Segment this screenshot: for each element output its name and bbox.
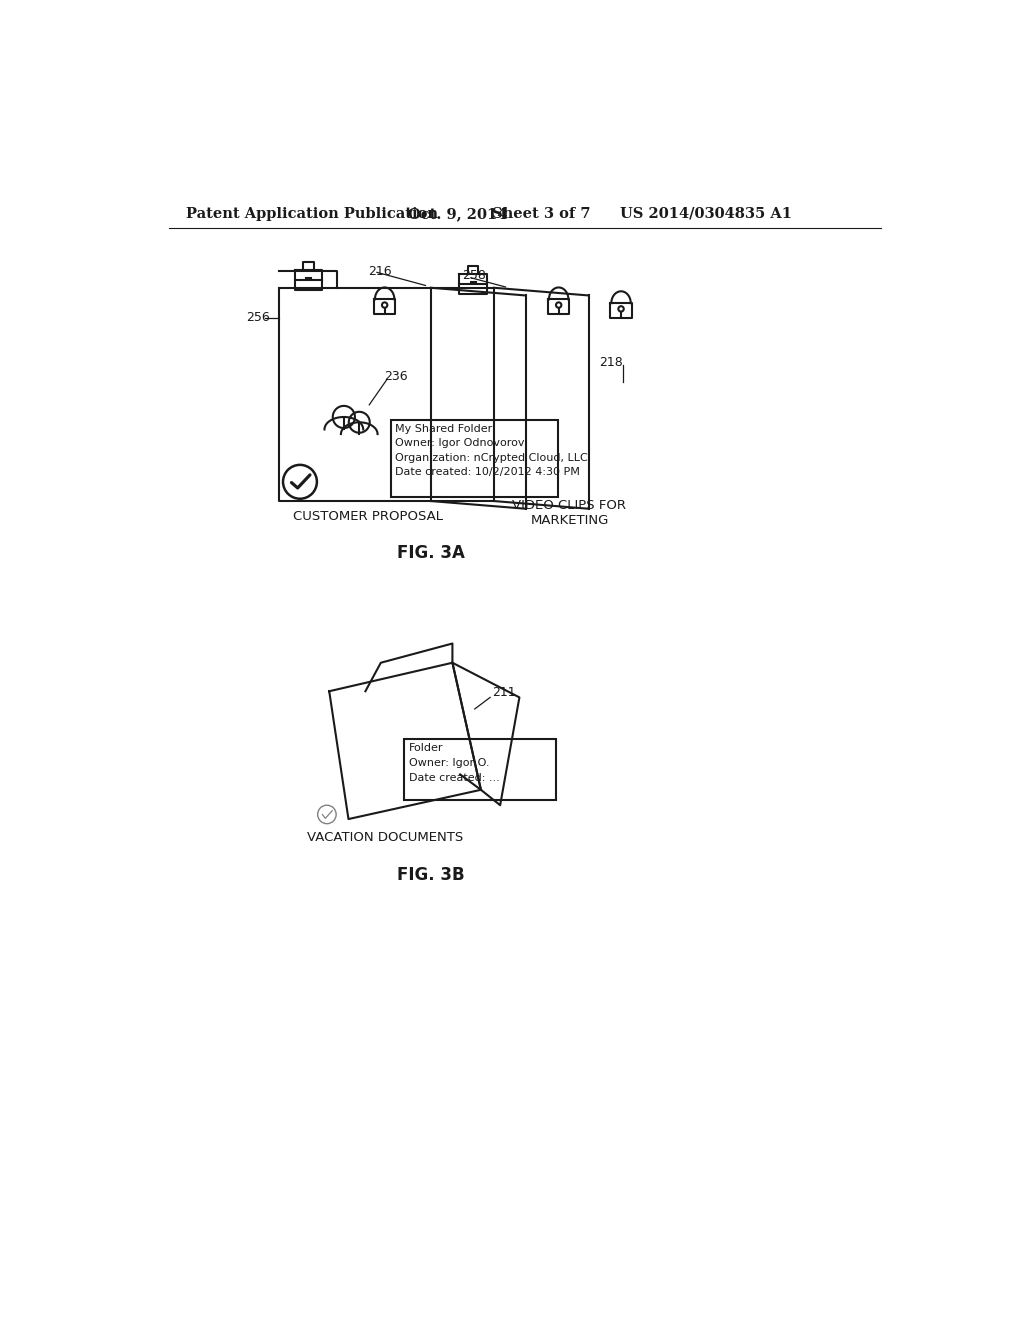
- FancyBboxPatch shape: [391, 420, 558, 498]
- Text: VACATION DOCUMENTS: VACATION DOCUMENTS: [306, 832, 463, 843]
- Text: Sheet 3 of 7: Sheet 3 of 7: [493, 207, 591, 220]
- Text: Patent Application Publication: Patent Application Publication: [186, 207, 438, 220]
- Text: US 2014/0304835 A1: US 2014/0304835 A1: [620, 207, 792, 220]
- Text: Oct. 9, 2014: Oct. 9, 2014: [408, 207, 507, 220]
- Text: 236: 236: [384, 370, 408, 383]
- Text: My Shared Folder
Owner: Igor Odnovorov
Organization: nCrypted Cloud, LLC
Date cr: My Shared Folder Owner: Igor Odnovorov O…: [395, 424, 588, 478]
- Text: VIDEO CLIPS FOR
MARKETING: VIDEO CLIPS FOR MARKETING: [512, 499, 627, 527]
- Text: 256: 256: [246, 312, 269, 325]
- Text: 258: 258: [462, 269, 485, 282]
- FancyBboxPatch shape: [403, 739, 556, 800]
- Text: 218: 218: [599, 356, 623, 370]
- Text: FIG. 3B: FIG. 3B: [397, 866, 465, 883]
- Text: 216: 216: [368, 265, 391, 279]
- Text: 211: 211: [493, 685, 516, 698]
- Text: FIG. 3A: FIG. 3A: [397, 544, 465, 561]
- Text: Folder
Owner: Igor O.
Date created: ...: Folder Owner: Igor O. Date created: ...: [409, 743, 500, 783]
- Text: CUSTOMER PROPOSAL: CUSTOMER PROPOSAL: [293, 510, 442, 523]
